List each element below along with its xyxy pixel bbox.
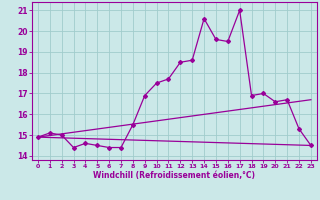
X-axis label: Windchill (Refroidissement éolien,°C): Windchill (Refroidissement éolien,°C): [93, 171, 255, 180]
